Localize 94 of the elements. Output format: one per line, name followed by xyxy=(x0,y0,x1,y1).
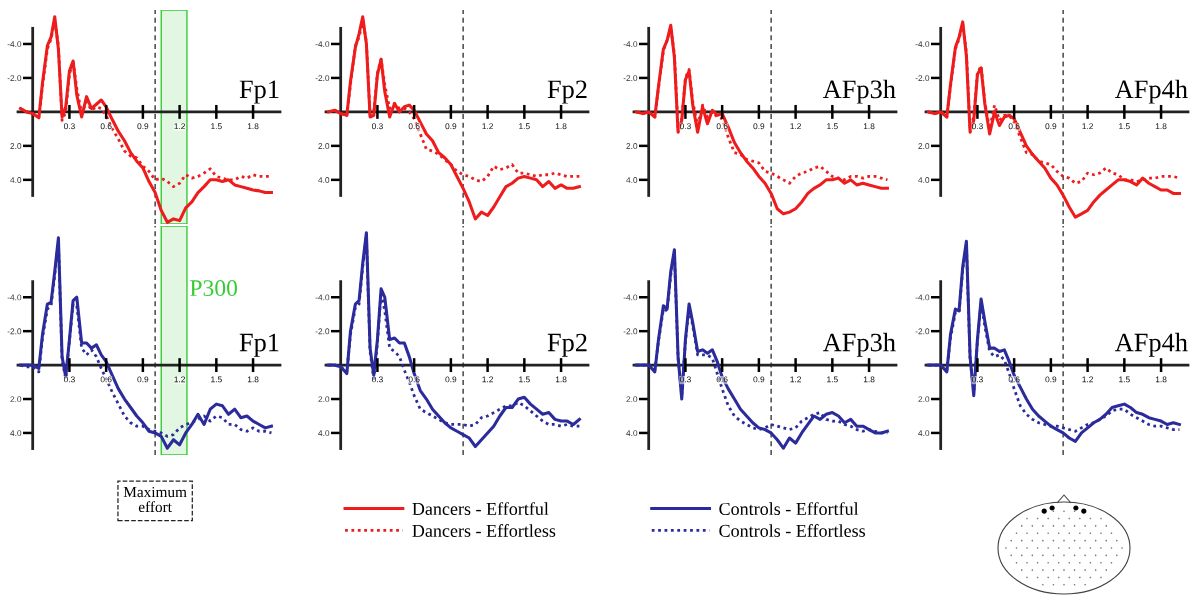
x-tick-label: 0.9 xyxy=(137,123,149,130)
x-tick-label: 1.2 xyxy=(482,376,493,383)
y-tick-label: -2.0 xyxy=(315,328,330,335)
text: Fp2 xyxy=(547,80,587,104)
y-tick-label: 2.0 xyxy=(626,143,638,149)
x-tick-label: 1.2 xyxy=(174,376,185,383)
x-tick-label: 1.8 xyxy=(863,123,875,130)
x-tick-label: 1.5 xyxy=(519,123,530,130)
x-tick-label: 0.9 xyxy=(445,123,457,130)
x-tick-label: 0.6 xyxy=(408,123,420,130)
x-tick-label: 1.2 xyxy=(1082,376,1093,383)
x-tick-label: 0.9 xyxy=(1045,123,1057,130)
x-tick-label: 0.9 xyxy=(753,123,765,130)
y-tick-label: -4.0 xyxy=(315,41,330,48)
x-tick-label: 1.8 xyxy=(863,376,875,383)
x-tick-label: 0.9 xyxy=(445,376,457,383)
x-tick-label: 1.2 xyxy=(482,123,493,130)
y-tick-label: -2.0 xyxy=(915,75,930,82)
x-tick-label: 0.3 xyxy=(679,376,691,383)
y-tick-label: 2.0 xyxy=(918,396,930,403)
y-tick-label: -4.0 xyxy=(915,294,930,301)
legend-label: Dancers - Effortless xyxy=(412,524,556,537)
legend-label: Controls - Effortful xyxy=(719,502,859,516)
y-tick-label: 4.0 xyxy=(10,430,22,437)
text: Maximum effort xyxy=(123,486,187,513)
x-tick-label: 1.5 xyxy=(1119,376,1130,383)
x-tick-label: 0.3 xyxy=(371,123,383,130)
x-tick-label: 0.3 xyxy=(63,123,75,130)
x-tick-label: 1.8 xyxy=(1155,376,1167,383)
x-tick-label: 0.3 xyxy=(63,376,75,383)
x-tick-label: 0.6 xyxy=(100,123,112,130)
x-tick-label: 0.6 xyxy=(716,123,728,130)
x-tick-label: 0.9 xyxy=(1045,376,1057,383)
x-tick-label: 1.2 xyxy=(790,376,801,383)
x-tick-label: 0.6 xyxy=(408,376,420,383)
x-tick-label: 0.6 xyxy=(1008,376,1020,383)
y-tick-label: -2.0 xyxy=(623,328,638,335)
y-tick-label: -2.0 xyxy=(7,75,22,82)
x-tick-label: 1.8 xyxy=(555,123,567,130)
y-tick-label: 4.0 xyxy=(626,177,638,183)
y-tick-label: -4.0 xyxy=(623,294,638,301)
y-tick-label: -4.0 xyxy=(7,41,22,48)
x-tick-label: 0.3 xyxy=(679,123,691,130)
y-tick-label: 2.0 xyxy=(626,396,638,403)
y-tick-label: -2.0 xyxy=(915,328,930,335)
y-tick-label: -4.0 xyxy=(7,294,22,301)
y-tick-label: -2.0 xyxy=(315,75,330,82)
x-tick-label: 1.2 xyxy=(790,123,801,130)
y-tick-label: 4.0 xyxy=(318,430,330,437)
x-tick-label: 0.9 xyxy=(753,376,765,383)
legend-label: Dancers - Effortful xyxy=(412,502,549,516)
y-tick-label: 2.0 xyxy=(10,396,22,403)
y-tick-label: 4.0 xyxy=(626,430,638,437)
x-tick-label: 0.3 xyxy=(971,376,983,383)
y-tick-label: 4.0 xyxy=(10,177,22,183)
text: AFp4h xyxy=(1114,332,1188,357)
x-tick-label: 1.5 xyxy=(211,123,222,130)
x-tick-label: 0.9 xyxy=(137,376,149,383)
y-tick-label: 4.0 xyxy=(918,177,930,183)
y-tick-label: 2.0 xyxy=(918,143,930,149)
x-tick-label: 1.2 xyxy=(1082,123,1093,130)
text: Fp1 xyxy=(239,80,279,104)
y-tick-label: 2.0 xyxy=(318,143,330,149)
y-tick-label: 2.0 xyxy=(10,143,22,149)
y-tick-label: -2.0 xyxy=(7,328,22,335)
y-tick-label: 2.0 xyxy=(318,396,330,403)
y-tick-label: -4.0 xyxy=(915,41,930,48)
x-tick-label: 0.3 xyxy=(971,123,983,130)
text: AFp4h xyxy=(1114,79,1188,104)
x-tick-label: 1.5 xyxy=(1119,123,1130,130)
x-tick-label: 1.2 xyxy=(174,123,185,130)
x-tick-label: 1.5 xyxy=(211,376,222,383)
y-tick-label: -4.0 xyxy=(623,41,638,48)
y-tick-label: -4.0 xyxy=(315,294,330,301)
text: Fp1 xyxy=(239,333,279,357)
band-label: P300 xyxy=(190,280,238,297)
x-tick-label: 0.6 xyxy=(1008,123,1020,130)
x-tick-label: 1.8 xyxy=(555,376,567,383)
x-tick-label: 1.8 xyxy=(247,376,259,383)
y-tick-label: 4.0 xyxy=(318,177,330,183)
y-tick-label: -2.0 xyxy=(623,75,638,82)
y-tick-label: 4.0 xyxy=(918,430,930,437)
x-tick-label: 1.5 xyxy=(519,376,530,383)
text: AFp3h xyxy=(822,79,896,104)
x-tick-label: 1.8 xyxy=(247,123,259,130)
text: Fp2 xyxy=(547,333,587,357)
x-tick-label: 1.8 xyxy=(1155,123,1167,130)
legend-label: Controls - Effortless xyxy=(719,524,866,537)
x-tick-label: 1.5 xyxy=(827,376,838,383)
x-tick-label: 0.6 xyxy=(100,376,112,383)
x-tick-label: 0.3 xyxy=(371,376,383,383)
text: AFp3h xyxy=(822,332,896,357)
x-tick-label: 1.5 xyxy=(827,123,838,130)
x-tick-label: 0.6 xyxy=(716,376,728,383)
